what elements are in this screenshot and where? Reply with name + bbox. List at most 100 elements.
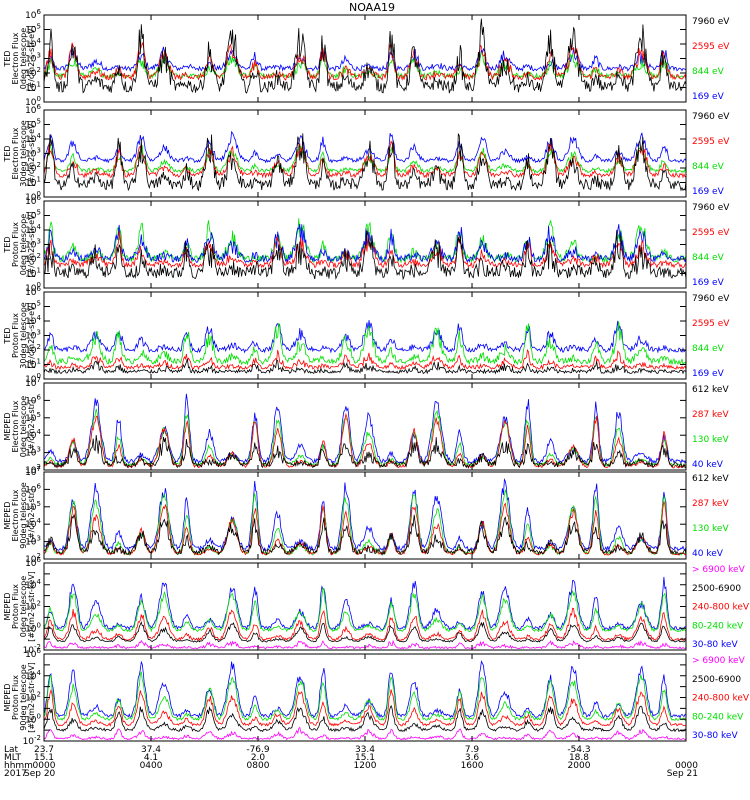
series-line-4 bbox=[44, 513, 686, 557]
y-axis-label-line: Proton Flux bbox=[11, 584, 20, 629]
y-axis-label-line: 30deg telescope bbox=[19, 302, 28, 369]
legend-entry: 2595 eV bbox=[692, 42, 730, 52]
y-tick-exponent: 3 bbox=[37, 238, 41, 246]
series-line-3 bbox=[44, 231, 686, 269]
series-line-3 bbox=[44, 140, 686, 179]
series-line-2 bbox=[44, 321, 686, 366]
legend-entry: > 6900 keV bbox=[692, 656, 746, 666]
y-axis-label-line: 0deg telescope bbox=[19, 396, 28, 457]
y-tick-exponent: 1 bbox=[37, 81, 41, 89]
series-line-2 bbox=[44, 587, 686, 633]
footer-tick-value: 0400 bbox=[140, 761, 163, 771]
legend-entry: 844 eV bbox=[692, 67, 725, 77]
legend-entry: 287 keV bbox=[692, 410, 729, 420]
y-tick-exponent: 6 bbox=[37, 194, 42, 202]
legend-entry: 2595 eV bbox=[692, 228, 730, 238]
footer-tick-value: 7.9 bbox=[465, 745, 480, 755]
legend-entry: 240-800 keV bbox=[692, 603, 750, 613]
y-tick-exponent: 2 bbox=[37, 552, 41, 560]
series-line-2 bbox=[44, 671, 686, 722]
y-tick-exponent: -2 bbox=[34, 643, 41, 651]
series-line-1 bbox=[44, 130, 686, 164]
y-tick-exponent: 2 bbox=[37, 691, 41, 699]
legend-entry: 30-80 keV bbox=[692, 731, 738, 741]
legend-entry: 844 eV bbox=[692, 162, 725, 172]
series-line-4 bbox=[44, 229, 686, 281]
legend-entry: > 6900 keV bbox=[692, 565, 746, 575]
footer-row-label: MLT bbox=[4, 753, 22, 763]
footer-row-label: hhmm bbox=[4, 761, 33, 771]
legend-entry: 612 keV bbox=[692, 474, 729, 484]
y-tick-exponent: -2 bbox=[34, 734, 41, 742]
legend-entry: 240-800 keV bbox=[692, 694, 750, 704]
y-tick-exponent: 1 bbox=[37, 358, 41, 366]
footer-row-label: 2017 bbox=[4, 769, 27, 779]
y-tick-exponent: 0 bbox=[37, 621, 41, 629]
footer-tick-value: 33.4 bbox=[355, 745, 375, 755]
figure-title: NOAA19 bbox=[349, 1, 395, 14]
y-tick-exponent: 3 bbox=[37, 446, 41, 454]
legend-entry: 2500-6900 bbox=[692, 584, 741, 594]
footer-tick-value: 2000 bbox=[568, 761, 591, 771]
series-line-4 bbox=[44, 18, 686, 94]
y-axis-label-line: Proton Flux bbox=[11, 675, 20, 720]
footer-tick-value: 0800 bbox=[247, 761, 270, 771]
legend-entry: 2500-6900 bbox=[692, 675, 741, 685]
y-tick-exponent: 1 bbox=[37, 176, 41, 184]
y-tick-exponent: 4 bbox=[37, 132, 42, 140]
y-axis-label-line: [#/cm2-s-str] bbox=[27, 400, 36, 453]
y-axis-label-line: 90deg telescope bbox=[19, 664, 28, 731]
y-axis-label-line: 0deg telescope bbox=[19, 576, 28, 637]
y-tick-exponent: 5 bbox=[37, 500, 41, 508]
footer-tick-value: 15.1 bbox=[34, 753, 54, 763]
series-line-3 bbox=[44, 607, 686, 642]
series-line-3 bbox=[44, 348, 686, 371]
y-tick-exponent: 5 bbox=[37, 23, 41, 31]
y-axis-label-line: Electron Flux bbox=[11, 489, 20, 541]
y-axis-label-line: Proton Flux bbox=[11, 313, 20, 358]
y-tick-exponent: 7 bbox=[37, 376, 41, 384]
series-line-2 bbox=[44, 144, 686, 174]
y-axis-label-line: MEPED bbox=[3, 502, 12, 530]
footer-tick-value: 3.6 bbox=[465, 753, 480, 763]
y-tick-exponent: 1 bbox=[37, 267, 41, 275]
footer-tick-value: 18.8 bbox=[569, 753, 589, 763]
y-axis-label-line: [#/cm2-s-str-eV] bbox=[27, 211, 36, 277]
legend-entry: 7960 eV bbox=[692, 294, 730, 304]
legend-entry: 612 keV bbox=[692, 385, 729, 395]
legend-entry: 2595 eV bbox=[692, 137, 730, 147]
legend-entry: 7960 eV bbox=[692, 112, 730, 122]
y-tick-exponent: 5 bbox=[37, 411, 41, 419]
y-tick-exponent: 5 bbox=[37, 300, 41, 308]
y-tick-exponent: 0 bbox=[37, 712, 41, 720]
y-axis-label-line: [#/cm2-s-str-keV] bbox=[27, 662, 36, 733]
y-tick-exponent: 2 bbox=[37, 463, 41, 471]
y-tick-exponent: 0 bbox=[37, 372, 41, 380]
y-tick-exponent: 4 bbox=[37, 517, 42, 525]
y-tick-exponent: 5 bbox=[37, 118, 41, 126]
y-tick-exponent: 4 bbox=[37, 578, 42, 586]
legend-entry: 844 eV bbox=[692, 344, 725, 354]
legend-entry: 169 eV bbox=[692, 92, 725, 102]
footer-tick-value: Sep 21 bbox=[667, 769, 698, 779]
series-line-3 bbox=[44, 41, 686, 82]
legend-entry: 169 eV bbox=[692, 278, 725, 288]
series-line-4 bbox=[44, 358, 686, 375]
y-tick-exponent: 0 bbox=[37, 190, 41, 198]
y-tick-exponent: 4 bbox=[37, 223, 42, 231]
y-tick-exponent: 2 bbox=[37, 252, 41, 260]
y-tick-exponent: 2 bbox=[37, 343, 41, 351]
legend-entry: 30-80 keV bbox=[692, 640, 738, 650]
y-axis-label-line: MEPED bbox=[3, 593, 12, 621]
footer-tick-value: -54.3 bbox=[567, 745, 590, 755]
legend-entry: 130 keV bbox=[692, 435, 729, 445]
footer-tick-value: 15.1 bbox=[355, 753, 375, 763]
y-tick-exponent: 6 bbox=[37, 285, 42, 293]
series-line-4 bbox=[44, 704, 686, 733]
legend-entry: 40 keV bbox=[692, 549, 724, 559]
series-line-1 bbox=[44, 393, 686, 465]
y-axis-label-line: [#/cm2-s-str] bbox=[27, 489, 36, 542]
